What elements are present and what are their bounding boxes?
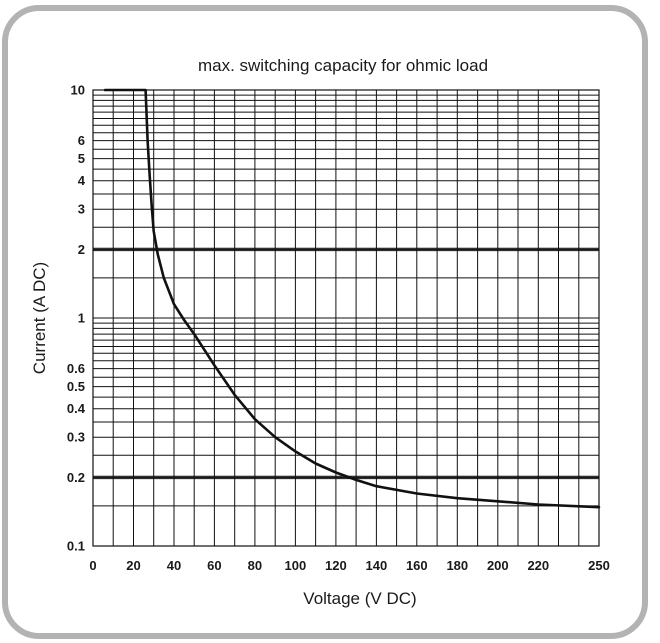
x-axis-label: Voltage (V DC)	[303, 589, 416, 608]
series-line	[103, 88, 601, 509]
x-tick-label: 160	[406, 558, 428, 573]
x-tick-label: 200	[487, 558, 509, 573]
y-tick-label: 0.3	[67, 430, 85, 445]
x-tick-label: 220	[527, 558, 549, 573]
x-tick-label: 0	[89, 558, 96, 573]
x-tick-label: 250	[588, 558, 610, 573]
y-tick-label: 3	[78, 202, 85, 217]
y-tick-label: 0.1	[67, 539, 85, 554]
y-tick-label: 10	[71, 83, 85, 98]
y-tick-label: 0.6	[67, 361, 85, 376]
y-tick-label: 2	[78, 242, 85, 257]
y-tick-label: 5	[78, 151, 85, 166]
x-tick-label: 120	[325, 558, 347, 573]
y-tick-label: 0.2	[67, 470, 85, 485]
y-axis-ticks: 0.1 0.2 0.3 0.4 0.5 0.6 1 2 3 4 5 6 10	[67, 83, 86, 554]
y-axis-label: Current (A DC)	[30, 262, 49, 374]
chart-title: max. switching capacity for ohmic load	[198, 56, 488, 75]
x-tick-label: 100	[285, 558, 307, 573]
x-axis-ticks: 0 20 40 60 80 100 120 140 160 180 200 220 250	[89, 558, 609, 573]
x-tick-label: 40	[167, 558, 181, 573]
plot-area	[92, 89, 600, 547]
y-tick-label: 4	[78, 173, 86, 188]
y-tick-label: 6	[78, 133, 85, 148]
x-tick-label: 140	[366, 558, 388, 573]
x-tick-label: 180	[446, 558, 468, 573]
y-tick-label: 1	[78, 311, 85, 326]
grid	[93, 90, 599, 546]
x-tick-label: 20	[126, 558, 140, 573]
x-tick-label: 60	[207, 558, 221, 573]
y-tick-label: 0.5	[67, 379, 85, 394]
x-tick-label: 80	[248, 558, 262, 573]
chart-frame	[2, 5, 648, 639]
y-tick-label: 0.4	[67, 401, 86, 416]
